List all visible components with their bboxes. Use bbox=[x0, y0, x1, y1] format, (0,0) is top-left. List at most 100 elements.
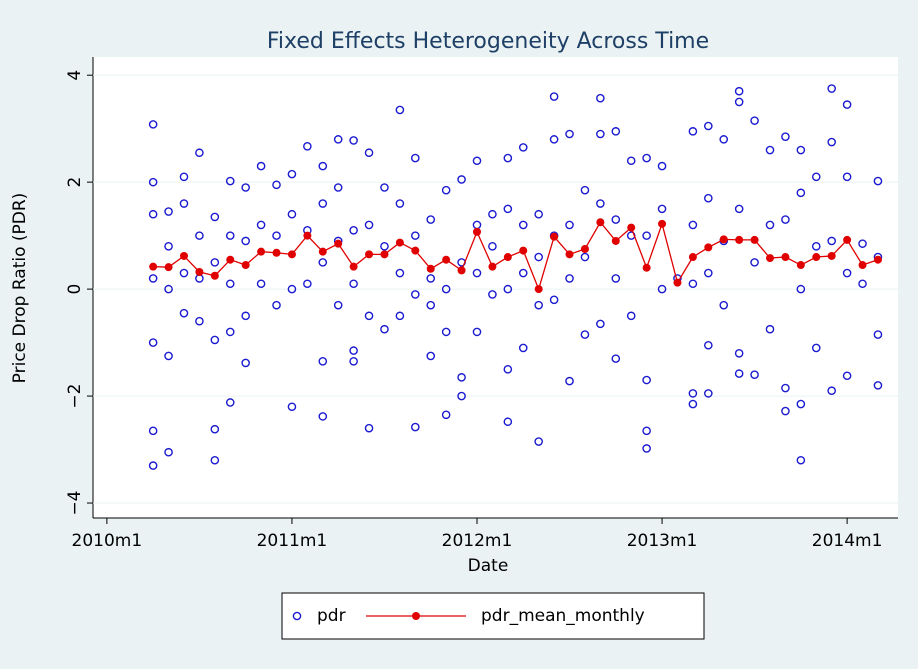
data-point bbox=[765, 145, 775, 155]
mean-point bbox=[642, 263, 651, 272]
data-point bbox=[164, 207, 173, 216]
data-point bbox=[395, 311, 405, 321]
data-point bbox=[596, 319, 605, 329]
data-point bbox=[164, 447, 173, 457]
data-point bbox=[195, 231, 204, 240]
mean-point bbox=[303, 231, 312, 240]
data-point bbox=[225, 176, 235, 186]
data-point bbox=[488, 290, 497, 299]
data-point bbox=[642, 231, 651, 240]
mean-point bbox=[318, 247, 327, 256]
data-point bbox=[256, 161, 266, 171]
data-point bbox=[287, 209, 297, 219]
data-point bbox=[688, 127, 698, 136]
data-point bbox=[241, 311, 250, 321]
mean-point bbox=[658, 219, 667, 228]
mean-point bbox=[534, 285, 543, 294]
data-point bbox=[688, 279, 698, 289]
data-point bbox=[503, 153, 513, 163]
x-tick-label: 2012m1 bbox=[442, 531, 513, 551]
data-point bbox=[318, 161, 328, 171]
data-point bbox=[518, 343, 528, 353]
data-point bbox=[565, 274, 574, 283]
data-point bbox=[318, 357, 328, 366]
x-tick-label: 2011m1 bbox=[257, 531, 328, 551]
legend-marker bbox=[412, 612, 420, 620]
mean-point bbox=[766, 254, 775, 263]
data-point bbox=[148, 338, 158, 347]
data-point bbox=[611, 215, 621, 224]
data-point bbox=[719, 135, 729, 144]
mean-point bbox=[627, 223, 636, 232]
mean-point bbox=[488, 262, 497, 271]
data-point bbox=[842, 371, 852, 381]
data-point bbox=[611, 127, 621, 136]
data-point bbox=[318, 258, 328, 267]
data-point bbox=[164, 242, 173, 251]
mean-point bbox=[750, 235, 759, 244]
data-point bbox=[426, 351, 436, 361]
y-tick-label: −4 bbox=[65, 490, 85, 515]
data-point bbox=[349, 136, 358, 145]
data-point bbox=[472, 156, 482, 166]
data-point bbox=[364, 220, 374, 230]
data-point bbox=[210, 335, 220, 345]
mean-point bbox=[550, 232, 559, 241]
data-point bbox=[750, 258, 759, 267]
data-point bbox=[842, 268, 852, 278]
mean-point bbox=[272, 248, 281, 257]
data-point bbox=[580, 185, 590, 195]
data-point bbox=[734, 369, 744, 378]
data-point bbox=[380, 242, 389, 251]
data-point bbox=[472, 268, 482, 278]
data-point bbox=[195, 316, 204, 326]
data-point bbox=[626, 311, 636, 321]
data-point bbox=[518, 143, 528, 152]
data-point bbox=[765, 220, 775, 230]
x-tick-label: 2010m1 bbox=[72, 531, 143, 551]
data-point bbox=[704, 268, 713, 278]
data-point bbox=[534, 209, 543, 219]
legend-marker bbox=[292, 611, 302, 621]
mean-point bbox=[796, 261, 805, 270]
mean-point bbox=[580, 244, 589, 253]
mean-point bbox=[241, 261, 250, 270]
mean-point bbox=[149, 262, 158, 271]
data-point bbox=[148, 209, 158, 219]
data-point bbox=[858, 239, 867, 248]
data-point bbox=[411, 231, 420, 240]
data-point bbox=[303, 279, 312, 289]
data-point bbox=[179, 199, 189, 208]
data-point bbox=[148, 274, 158, 283]
data-point bbox=[611, 274, 621, 283]
mean-point bbox=[519, 246, 528, 255]
mean-point bbox=[380, 250, 389, 259]
data-point bbox=[796, 284, 806, 294]
data-point bbox=[287, 402, 297, 412]
data-point bbox=[642, 444, 651, 453]
data-point bbox=[225, 398, 235, 407]
mean-point bbox=[735, 235, 744, 244]
data-point bbox=[873, 176, 883, 186]
mean-point bbox=[827, 251, 836, 260]
data-point bbox=[164, 351, 173, 361]
data-point bbox=[148, 177, 158, 187]
data-point bbox=[534, 437, 543, 446]
data-point bbox=[765, 324, 775, 334]
data-point bbox=[781, 383, 790, 393]
mean-point bbox=[411, 246, 420, 255]
mean-point bbox=[472, 227, 481, 236]
chart-title: Fixed Effects Heterogeneity Across Time bbox=[267, 29, 709, 54]
data-point bbox=[241, 183, 250, 192]
data-point bbox=[503, 417, 513, 427]
x-tick-label: 2014m1 bbox=[812, 531, 883, 551]
mean-point bbox=[858, 261, 867, 270]
data-point bbox=[349, 279, 358, 289]
data-point bbox=[503, 204, 513, 214]
data-point bbox=[272, 231, 281, 240]
data-point bbox=[349, 346, 358, 355]
data-point bbox=[750, 370, 759, 379]
data-point bbox=[565, 129, 574, 139]
data-point bbox=[225, 279, 235, 289]
